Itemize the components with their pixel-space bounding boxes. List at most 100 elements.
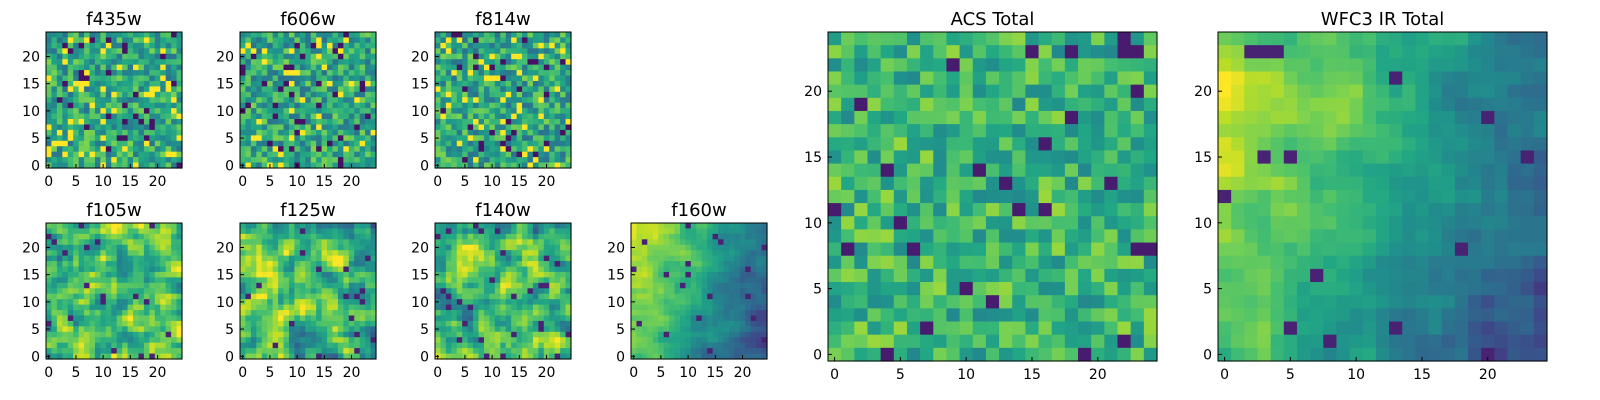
heatmap-cell: [456, 277, 463, 284]
heatmap-cell: [478, 86, 485, 93]
heatmap-cell: [51, 162, 58, 169]
heatmap-cell: [149, 59, 156, 66]
heatmap-cell: [78, 86, 85, 93]
heatmap-cell: [489, 342, 496, 349]
heatmap-cell: [440, 75, 447, 82]
heatmap-cell: [489, 261, 496, 268]
heatmap-cell: [165, 124, 172, 131]
heatmap-cell: [669, 288, 676, 295]
heatmap-cell: [116, 288, 123, 295]
heatmap-cell: [283, 331, 290, 338]
heatmap-cell: [288, 250, 295, 257]
heatmap-cell: [321, 277, 328, 284]
heatmap-cell: [51, 331, 58, 338]
heatmap-cell: [127, 124, 134, 131]
heatmap-cell: [920, 84, 934, 99]
heatmap-cell: [354, 48, 361, 55]
heatmap-cell: [337, 48, 344, 55]
heatmap-cell: [467, 124, 474, 131]
heatmap-cell: [294, 64, 301, 71]
heatmap-cell: [933, 110, 948, 125]
heatmap-cell: [1104, 32, 1119, 46]
heatmap-cell: [278, 261, 285, 268]
heatmap-cell: [256, 293, 263, 300]
heatmap-cell: [267, 146, 274, 153]
heatmap-cell: [549, 288, 556, 295]
heatmap-cell: [669, 353, 676, 360]
heatmap-cell: [359, 233, 366, 240]
heatmap-cell: [294, 119, 301, 126]
heatmap-cell: [370, 293, 377, 300]
heatmap-cell: [718, 277, 725, 284]
heatmap-cell: [294, 157, 301, 164]
heatmap-cell: [365, 146, 372, 153]
heatmap-cell: [316, 342, 323, 349]
heatmap-cell: [1051, 242, 1066, 257]
heatmap-cell: [549, 293, 556, 300]
heatmap-cell: [554, 342, 561, 349]
heatmap-cell: [73, 32, 80, 39]
heatmap-cell: [560, 102, 567, 109]
heatmap-cell: [841, 150, 855, 165]
heatmap-cell: [959, 97, 974, 112]
heatmap-cell: [1078, 255, 1092, 270]
heatmap-cell: [456, 315, 463, 322]
heatmap-cell: [723, 233, 730, 240]
heatmap-cell: [435, 59, 442, 66]
heatmap-cell: [1012, 150, 1026, 165]
heatmap-cell: [337, 102, 344, 109]
heatmap-cell: [494, 271, 501, 278]
heatmap-cell: [62, 119, 69, 126]
heatmap-cell: [348, 59, 355, 66]
heatmap-cell: [321, 119, 328, 126]
heatmap-cell: [538, 331, 545, 338]
heatmap-cell: [267, 129, 274, 136]
heatmap-cell: [707, 293, 714, 300]
heatmap-cell: [111, 282, 118, 289]
heatmap-cell: [84, 146, 91, 153]
heatmap-cell: [116, 162, 123, 169]
heatmap-cell: [165, 64, 172, 71]
heatmap-cell: [549, 348, 556, 355]
heatmap-cell: [527, 277, 534, 284]
heatmap-cell: [332, 86, 339, 93]
heatmap-cell: [712, 282, 719, 289]
heatmap-cell: [1078, 110, 1092, 125]
heatmap-cell: [933, 229, 948, 244]
heatmap-cell: [1064, 163, 1079, 178]
heatmap-cell: [46, 48, 53, 55]
heatmap-cell: [278, 48, 285, 55]
heatmap-cell: [84, 320, 91, 327]
heatmap-cell: [261, 288, 268, 295]
heatmap-cell: [321, 271, 328, 278]
heatmap-cell: [543, 32, 550, 39]
heatmap-cell: [467, 113, 474, 120]
heatmap-cell: [1143, 71, 1158, 86]
heatmap-cell: [105, 157, 112, 164]
heatmap-cell: [538, 288, 545, 295]
heatmap-cell: [116, 271, 123, 278]
heatmap-cell: [933, 163, 948, 178]
heatmap-cell: [920, 163, 934, 178]
heatmap-cell: [511, 299, 518, 306]
heatmap-cell: [972, 189, 987, 204]
heatmap-cell: [511, 64, 518, 71]
heatmap-cell: [560, 331, 567, 338]
heatmap-cell: [94, 119, 101, 126]
heatmap-cell: [365, 271, 372, 278]
heatmap-cell: [505, 261, 512, 268]
heatmap-cell: [359, 97, 366, 104]
heatmap-cell: [679, 315, 686, 322]
heatmap-cell: [467, 255, 474, 262]
heatmap-cell: [67, 124, 74, 131]
heatmap-cell: [489, 32, 496, 39]
heatmap-cell: [94, 80, 101, 87]
heatmap-cell: [299, 59, 306, 66]
heatmap-cell: [999, 110, 1013, 125]
heatmap-cell: [565, 53, 572, 60]
heatmap-cell: [354, 86, 361, 93]
x-tick-label: 5: [460, 365, 469, 381]
heatmap-cell: [171, 75, 178, 82]
heatmap-cell: [500, 64, 507, 71]
heatmap-cell: [327, 250, 334, 257]
